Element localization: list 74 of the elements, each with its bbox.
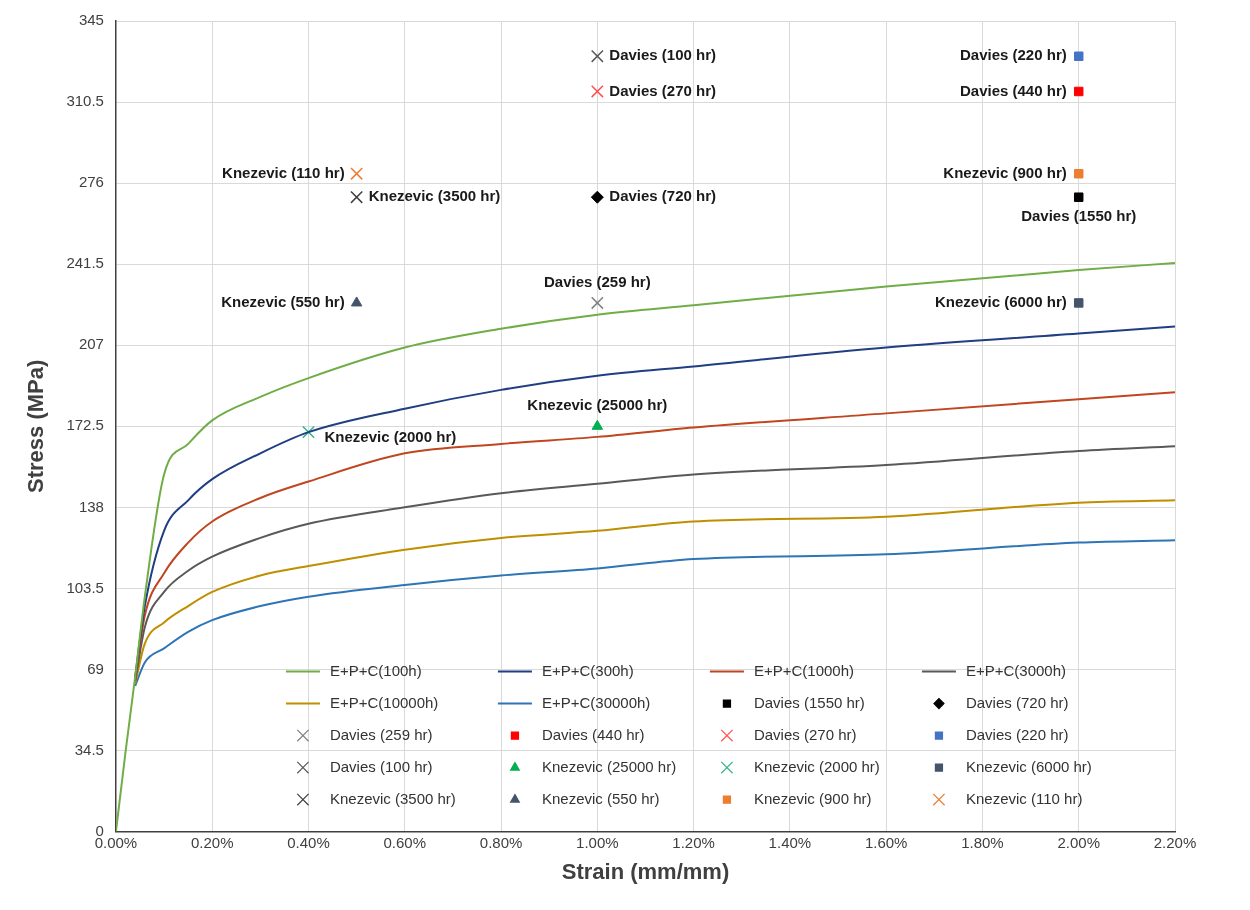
legend-label: E+P+C(3000h)	[965, 661, 1067, 679]
y-axis-title: Stress (MPa)	[23, 359, 49, 493]
y-tick-label: 172.5	[66, 416, 104, 434]
y-tick-label: 69	[87, 659, 104, 677]
y-tick-label: 34.5	[74, 740, 104, 758]
legend-label: Davies (720 hr)	[965, 693, 1069, 711]
x-axis-title: Strain (mm/mm)	[561, 858, 730, 884]
point	[350, 190, 364, 204]
point	[590, 190, 604, 204]
legend-label: Davies (100 hr)	[329, 757, 433, 775]
point	[350, 167, 364, 181]
legend-label: Knezevic (900 hr)	[753, 789, 872, 807]
y-tick-label: 138	[78, 497, 104, 515]
legend-label: Knezevic (25000 hr)	[541, 757, 677, 775]
text: Knezevic (110 hr)	[222, 163, 345, 181]
x-tick-label: 0.60%	[383, 833, 427, 851]
legend-label: Knezevic (2000 hr)	[753, 757, 880, 775]
point	[1073, 298, 1084, 308]
x-tick-label: 1.80%	[961, 833, 1004, 851]
text: Knezevic (2000 hr)	[324, 428, 457, 446]
point	[590, 85, 604, 98]
legend-label: Knezevic (110 hr)	[965, 789, 1083, 807]
text: Davies (100 hr)	[609, 46, 717, 64]
legend-label: E+P+C(100h)	[329, 661, 422, 679]
point	[590, 49, 604, 63]
y-tick-label: 241.5	[66, 254, 104, 272]
x-tick-label: 1.60%	[864, 833, 908, 851]
point	[350, 296, 363, 307]
x-tick-label: 0.40%	[287, 833, 330, 851]
point	[302, 425, 315, 439]
line-series	[134, 539, 1175, 687]
legend-label: Davies (1550 hr)	[753, 693, 865, 711]
x-tick-label: 1.20%	[672, 833, 715, 851]
text: Knezevic (550 hr)	[221, 293, 345, 311]
legend-label: Knezevic (6000 hr)	[965, 757, 1092, 775]
legend-label: E+P+C(30000h)	[541, 693, 651, 711]
x-tick-label: 0.80%	[479, 833, 523, 851]
text: Davies (259 hr)	[543, 273, 651, 291]
text: Knezevic (6000 hr)	[934, 293, 1067, 311]
text: Davies (1550 hr)	[1021, 207, 1137, 225]
y-tick-label: 207	[78, 335, 104, 353]
legend-label: Knezevic (3500 hr)	[329, 789, 456, 807]
text: Knezevic (25000 hr)	[527, 396, 668, 414]
text: Davies (220 hr)	[959, 46, 1067, 64]
y-tick-label: 345	[78, 11, 104, 29]
x-tick-label: 2.20%	[1153, 833, 1197, 851]
y-tick-label: 276	[78, 173, 104, 191]
legend-label: Davies (440 hr)	[541, 725, 645, 743]
legend-label: Knezevic (550 hr)	[541, 789, 660, 807]
point	[591, 419, 604, 430]
legend-label: E+P+C(1000h)	[753, 661, 855, 679]
x-tick-label: 1.00%	[576, 833, 619, 851]
x-tick-label: 0.20%	[190, 833, 234, 851]
point	[590, 296, 604, 310]
x-tick-label: 2.00%	[1057, 833, 1100, 851]
text: Knezevic (3500 hr)	[368, 187, 501, 205]
line-series	[134, 499, 1175, 685]
legend-label: E+P+C(300h)	[541, 661, 634, 679]
x-tick-label: 1.40%	[768, 833, 812, 851]
legend-label: E+P+C(10000h)	[329, 693, 439, 711]
point	[1073, 192, 1084, 202]
line-series	[134, 391, 1175, 680]
text: Davies (440 hr)	[959, 81, 1067, 99]
point	[1073, 51, 1084, 61]
y-tick-label: 310.5	[66, 92, 104, 110]
point	[1073, 168, 1084, 179]
legend-label: Davies (259 hr)	[329, 725, 433, 743]
text: Davies (720 hr)	[609, 187, 717, 205]
y-tick-label: 103.5	[66, 578, 104, 596]
point	[1073, 86, 1084, 97]
legend-label: Davies (270 hr)	[753, 725, 857, 743]
text: Davies (270 hr)	[609, 81, 717, 99]
legend-label: Davies (220 hr)	[965, 725, 1069, 743]
text: Knezevic (900 hr)	[943, 163, 1067, 181]
